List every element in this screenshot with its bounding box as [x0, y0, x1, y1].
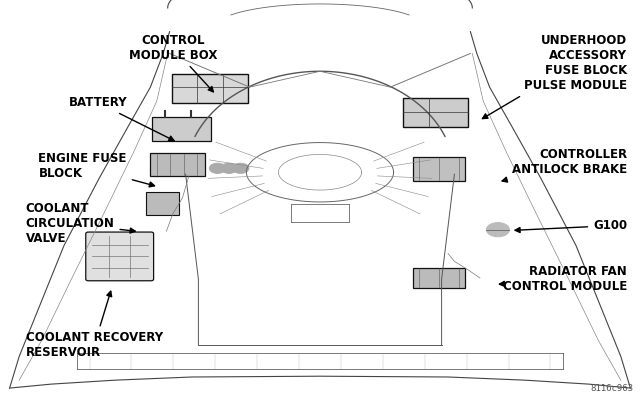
Text: BATTERY: BATTERY	[69, 97, 174, 141]
Text: COOLANT RECOVERY
RESERVOIR: COOLANT RECOVERY RESERVOIR	[26, 291, 163, 359]
Text: CONTROLLER
ANTILOCK BRAKE: CONTROLLER ANTILOCK BRAKE	[502, 148, 627, 182]
Text: COOLANT
CIRCULATION
VALVE: COOLANT CIRCULATION VALVE	[26, 202, 135, 245]
FancyBboxPatch shape	[152, 117, 211, 141]
Text: G100: G100	[515, 219, 627, 232]
Text: CONTROL
MODULE BOX: CONTROL MODULE BOX	[129, 34, 217, 92]
FancyBboxPatch shape	[150, 153, 205, 176]
FancyBboxPatch shape	[413, 157, 465, 181]
FancyBboxPatch shape	[172, 74, 248, 103]
Text: RADIATOR FAN
CONTROL MODULE: RADIATOR FAN CONTROL MODULE	[499, 265, 627, 293]
FancyBboxPatch shape	[413, 268, 465, 288]
Circle shape	[209, 163, 226, 173]
Text: ENGINE FUSE
BLOCK: ENGINE FUSE BLOCK	[38, 152, 154, 187]
Circle shape	[232, 163, 249, 173]
Circle shape	[486, 223, 509, 237]
FancyBboxPatch shape	[86, 232, 154, 281]
Text: 8116c963: 8116c963	[591, 384, 634, 393]
Circle shape	[221, 163, 237, 173]
FancyBboxPatch shape	[146, 192, 179, 215]
Text: UNDERHOOD
ACCESSORY
FUSE BLOCK
PULSE MODULE: UNDERHOOD ACCESSORY FUSE BLOCK PULSE MOD…	[483, 34, 627, 118]
FancyBboxPatch shape	[403, 98, 468, 127]
